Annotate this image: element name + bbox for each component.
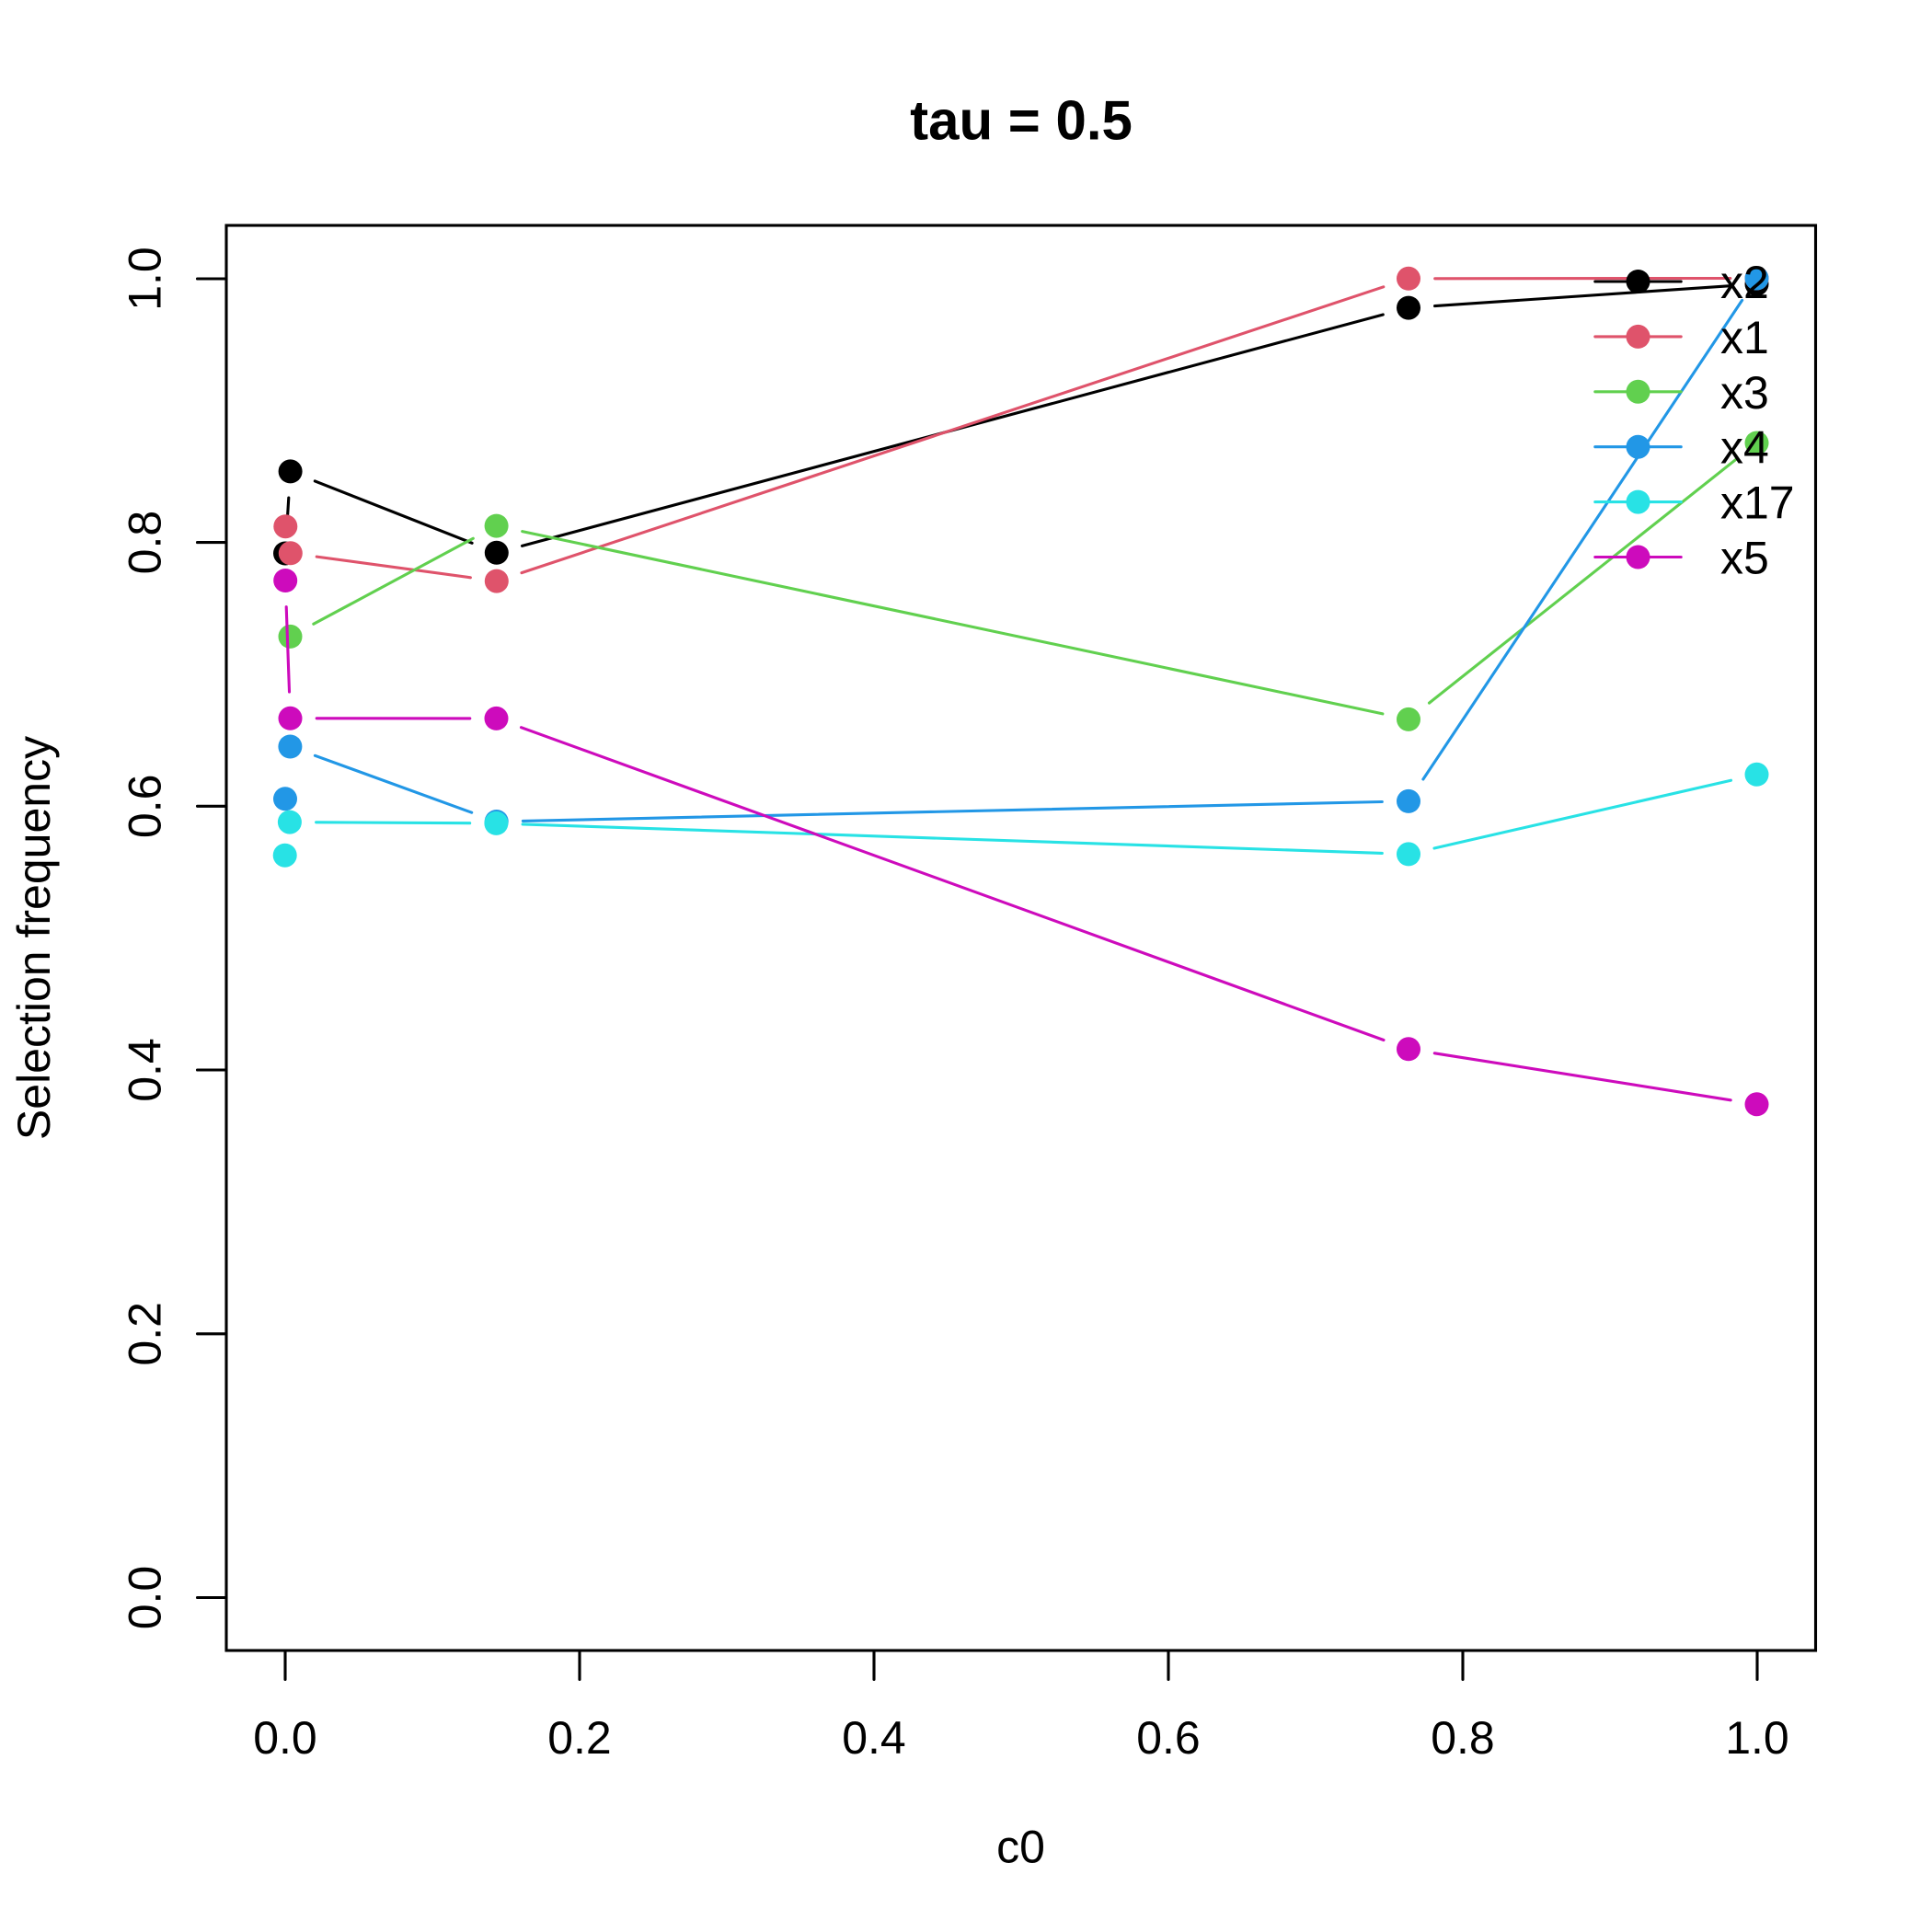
svg-text:0.4: 0.4 [842, 1712, 906, 1764]
svg-text:1.0: 1.0 [1725, 1712, 1789, 1764]
svg-text:1.0: 1.0 [120, 247, 171, 311]
svg-text:tau = 0.5: tau = 0.5 [910, 90, 1133, 152]
svg-text:0.8: 0.8 [1431, 1712, 1495, 1764]
svg-text:0.2: 0.2 [547, 1712, 612, 1764]
svg-text:0.4: 0.4 [120, 1038, 171, 1102]
svg-text:0.6: 0.6 [120, 775, 171, 839]
svg-text:x17: x17 [1720, 477, 1795, 529]
svg-text:0.0: 0.0 [253, 1712, 317, 1764]
svg-text:x4: x4 [1720, 422, 1769, 474]
svg-text:x3: x3 [1720, 367, 1769, 419]
svg-text:x5: x5 [1720, 533, 1769, 584]
svg-text:0.0: 0.0 [120, 1566, 171, 1630]
svg-text:x2: x2 [1720, 257, 1769, 308]
svg-text:x1: x1 [1720, 312, 1769, 363]
svg-text:0.6: 0.6 [1136, 1712, 1201, 1764]
svg-text:0.8: 0.8 [120, 511, 171, 575]
svg-text:Selection frequency: Selection frequency [8, 736, 60, 1140]
svg-text:c0: c0 [996, 1821, 1045, 1872]
svg-text:0.2: 0.2 [120, 1302, 171, 1366]
